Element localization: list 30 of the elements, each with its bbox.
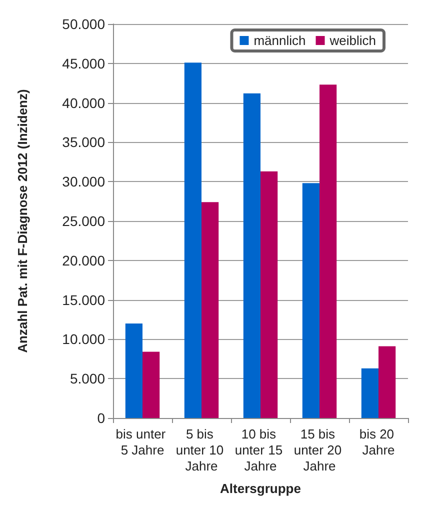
y-tick-label: 40.000 — [62, 94, 106, 111]
y-axis-title: Anzahl Pat. mit F-Diagnose 2012 (Inzidenz) — [15, 89, 30, 353]
y-tick-label: 5.000 — [70, 370, 106, 387]
bar — [361, 368, 378, 418]
y-tick-label: 35.000 — [62, 134, 106, 150]
bar — [243, 93, 260, 418]
x-tick-label: 15 bis unter 20 Jahre — [294, 426, 346, 474]
bar — [184, 62, 202, 418]
legend-label: männlich — [254, 33, 306, 48]
y-tick-label: 45.000 — [62, 55, 106, 72]
y-tick-label: 30.000 — [62, 174, 106, 190]
x-tick-label: bis unter 5 Jahre — [116, 426, 170, 458]
y-tick-label: 15.000 — [62, 292, 106, 308]
bar — [302, 183, 320, 418]
bar — [378, 346, 396, 418]
y-tick-label: 20.000 — [62, 252, 106, 268]
y-tick-label: 50.000 — [62, 16, 106, 32]
y-tick-label: 0 — [97, 410, 106, 426]
bar — [125, 323, 142, 418]
x-axis-title: Altersgruppe — [220, 481, 301, 496]
legend-label: weiblich — [328, 33, 376, 48]
bar — [320, 84, 337, 418]
bar — [260, 171, 278, 418]
bar — [202, 202, 219, 418]
y-tick-label: 10.000 — [62, 331, 106, 348]
x-tick-label: bis 20 Jahre — [359, 426, 398, 458]
y-tick-label: 25.000 — [62, 213, 106, 229]
x-tick-label: 10 bis unter 15 Jahre — [234, 426, 286, 474]
x-tick-label: 5 bis unter 10 Jahre — [176, 426, 228, 474]
bar — [142, 352, 160, 418]
